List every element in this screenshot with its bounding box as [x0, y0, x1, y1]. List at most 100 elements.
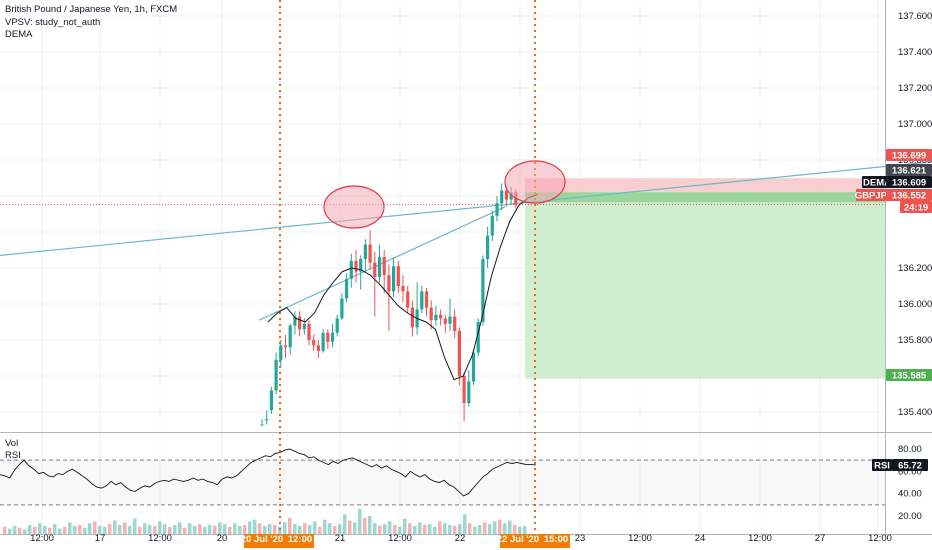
volume-bars [3, 508, 527, 534]
volume-bar [13, 525, 17, 534]
candle-body [260, 424, 264, 426]
volume-bar [3, 526, 7, 534]
time-marker-right-time: 15:00 [544, 534, 568, 545]
candle-body [509, 192, 513, 200]
volume-bar [113, 520, 117, 534]
price-tag-dema-name-text: DEMA [863, 178, 891, 189]
volume-bar [388, 521, 392, 534]
candle-body [453, 316, 457, 331]
volume-bar [178, 522, 182, 534]
volume-bar [28, 525, 32, 534]
volume-bar [333, 525, 337, 534]
legend-vpsv: VPSV: study_not_auth [5, 17, 101, 28]
rsi-name-tag-text: RSI [874, 461, 890, 472]
volume-bar [173, 525, 177, 534]
price-tag-current-bg [886, 164, 932, 176]
time-axis-label: 12:00 [388, 533, 412, 544]
volume-bar [133, 518, 137, 534]
price-tag-target-text: 135.585 [892, 371, 927, 382]
time-axis-label: 12:00 [148, 533, 172, 544]
volume-bar [288, 517, 292, 534]
volume-bar [318, 526, 322, 534]
candle-body [420, 291, 424, 310]
volume-bar [408, 523, 412, 534]
price-tag-current: 136.621 [886, 164, 932, 177]
price-tag-countdown-text: 24:19 [904, 203, 928, 214]
price-tag-stop-text: 136.699 [892, 151, 926, 162]
time-axis-label: 12:00 [628, 533, 652, 544]
rsi-name-tag-bg [872, 459, 892, 471]
pane-rsi-label: RSI [5, 450, 21, 461]
candle-body [265, 419, 269, 421]
candle-body [363, 244, 367, 259]
volume-bar [353, 522, 357, 534]
candle-body [443, 318, 447, 324]
volume-bar [33, 526, 37, 534]
volume-bar [193, 525, 197, 534]
candles [260, 183, 518, 426]
volume-bar [393, 525, 397, 534]
volume-bar [78, 525, 82, 534]
candle-body [340, 298, 344, 319]
price-tag-dema-value-text: 136.609 [892, 178, 926, 189]
volume-bar [403, 518, 407, 534]
time-axis-label: 12:00 [30, 533, 54, 544]
price-tag-countdown: 24:19 [900, 201, 932, 214]
volume-bar [168, 526, 172, 534]
volume-bar [98, 525, 102, 534]
candle-body [359, 259, 363, 272]
candle-body [368, 244, 372, 263]
time-axis-label: 12:00 [748, 533, 772, 544]
volume-bar [368, 516, 372, 534]
volume-bar [8, 528, 12, 534]
candle-body [448, 316, 452, 324]
volume-bar [428, 524, 432, 534]
candle-body [288, 325, 292, 348]
candle-body [434, 314, 438, 321]
volume-bar [313, 521, 317, 534]
price-tag-dema-value-bg [886, 176, 932, 188]
time-marker-left-bg [244, 534, 314, 548]
candle-body [349, 260, 353, 279]
price-axis-label: 137.600 [898, 11, 932, 22]
candle-body [307, 323, 311, 340]
volume-bar [518, 526, 522, 534]
volume-bar [213, 525, 217, 534]
volume-bar [123, 522, 127, 534]
time-axis-label: 21 [335, 533, 346, 544]
volume-bar [308, 525, 312, 534]
candle-body [462, 376, 466, 403]
candle-body [481, 259, 485, 322]
highlight-ellipse-right [504, 160, 566, 204]
time-axis-label: 27 [815, 533, 826, 544]
volume-bar [363, 517, 367, 534]
candle-body [326, 332, 330, 342]
volume-bar [433, 526, 437, 534]
volume-bar [218, 522, 222, 534]
volume-bar [163, 524, 167, 534]
volume-bar [378, 525, 382, 534]
volume-bar [118, 525, 122, 534]
volume-bar [343, 514, 347, 534]
trendline-2 [258, 206, 506, 321]
volume-bar [258, 523, 262, 534]
volume-bar [503, 523, 507, 534]
volume-bar [413, 525, 417, 534]
price-axis-label: 135.400 [898, 407, 932, 418]
time-axis-label: 22 [455, 533, 466, 544]
price-tag-target: 135.585 [886, 369, 932, 382]
volume-bar [233, 523, 237, 534]
price-tag-stop-bg [886, 149, 932, 161]
volume-bar [128, 525, 132, 534]
volume-bar [338, 524, 342, 534]
price-tag-target-bg [886, 369, 932, 381]
candle-body [330, 332, 335, 342]
volume-bar [328, 523, 332, 534]
candle-body [316, 345, 320, 351]
volume-bar [138, 526, 142, 534]
price-axis-label: 136.000 [898, 299, 932, 310]
price-axis-label: 137.000 [898, 119, 932, 130]
price-axis-label: 137.400 [898, 47, 932, 58]
